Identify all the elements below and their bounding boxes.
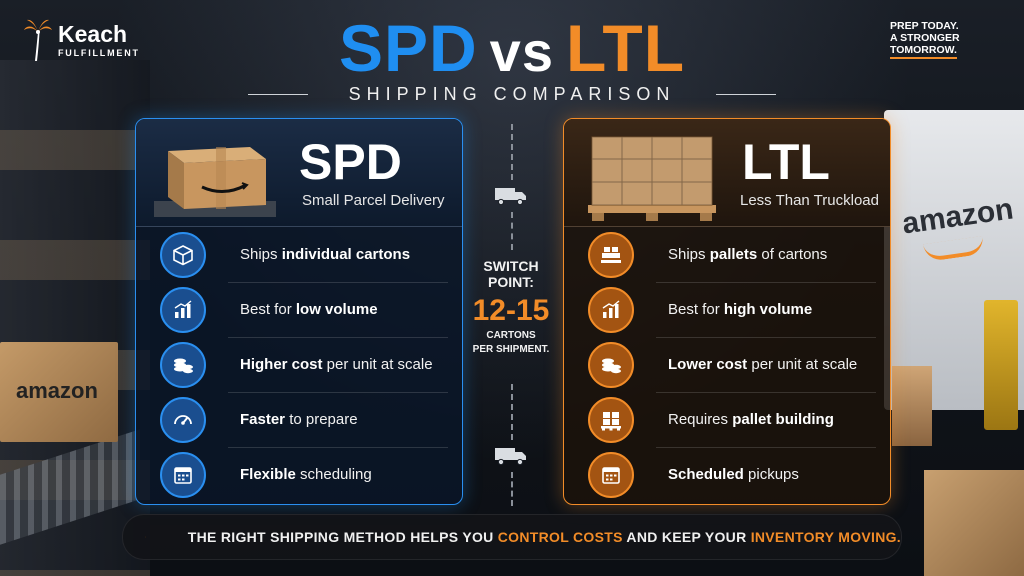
ltl-feature-list: Ships pallets of cartons Best for high v… bbox=[564, 227, 890, 502]
background-forklift bbox=[984, 300, 1018, 430]
divider-dashed-mid bbox=[511, 212, 513, 250]
brand-sub: FULFILLMENT bbox=[58, 47, 140, 58]
tagline-line-1: PREP TODAY. bbox=[890, 20, 959, 32]
switch-unit-1: CARTONS bbox=[486, 330, 536, 341]
tagline-line-3: TOMORROW. bbox=[890, 44, 957, 59]
switch-label-2: POINT: bbox=[488, 274, 534, 290]
bottom-banner: THE RIGHT SHIPPING METHOD HELPS YOU CONT… bbox=[122, 514, 902, 560]
truck-icon bbox=[495, 448, 526, 466]
tagline-line-2: A STRONGER bbox=[890, 32, 960, 44]
background-amazon-box: amazon bbox=[0, 342, 118, 442]
calendar-icon bbox=[588, 451, 634, 498]
tagline: PREP TODAY. A STRONGER TOMORROW. bbox=[890, 20, 1000, 59]
spd-abbr: SPD bbox=[299, 134, 402, 190]
ltl-panel: LTL Less Than Truckload Ships pallets of… bbox=[563, 118, 891, 505]
spd-feature-text: Faster to prepare bbox=[240, 410, 358, 428]
background-box-logo-text: amazon bbox=[16, 378, 98, 403]
spd-feature-row: Faster to prepare bbox=[136, 392, 462, 447]
spd-feature-text: Ships individual cartons bbox=[240, 245, 411, 263]
stacked-boxes-icon bbox=[588, 231, 634, 278]
subtitle-divider-right bbox=[716, 94, 776, 95]
divider-dashed-bottom bbox=[511, 472, 513, 506]
box-icon bbox=[160, 231, 206, 278]
ltl-feature-text: Ships pallets of cartons bbox=[668, 245, 828, 263]
pallet-icon bbox=[588, 396, 634, 443]
title-spd: SPD bbox=[338, 11, 478, 85]
ltl-feature-text: Requires pallet building bbox=[668, 410, 834, 428]
brand-logo: Keach FULFILLMENT bbox=[24, 18, 140, 62]
palm-tree-icon bbox=[24, 19, 52, 61]
calendar-icon bbox=[160, 451, 206, 498]
spd-full-name: Small Parcel Delivery bbox=[302, 192, 445, 209]
brand-name: Keach bbox=[58, 20, 128, 47]
ltl-feature-row: Requires pallet building bbox=[564, 392, 890, 447]
spd-feature-row: Flexible scheduling bbox=[136, 447, 462, 502]
page-subtitle: SHIPPING COMPARISON bbox=[348, 84, 676, 104]
background-trailer-logo-text: amazon bbox=[900, 192, 1016, 241]
divider-dashed-lower bbox=[511, 384, 513, 440]
spd-feature-text: Best for low volume bbox=[240, 300, 378, 318]
title-ltl: LTL bbox=[565, 11, 686, 85]
ltl-abbr: LTL bbox=[742, 134, 830, 190]
spd-feature-row: Best for low volume bbox=[136, 282, 462, 337]
background-pallet bbox=[892, 366, 932, 446]
spd-panel: SPD Small Parcel Delivery Ships individu… bbox=[135, 118, 463, 505]
spd-feature-text: Higher cost per unit at scale bbox=[240, 355, 433, 373]
banner-message: THE RIGHT SHIPPING METHOD HELPS YOU CONT… bbox=[187, 529, 901, 545]
ltl-feature-row: Best for high volume bbox=[564, 282, 890, 337]
spd-feature-text: Flexible scheduling bbox=[240, 465, 372, 483]
ltl-feature-row: Ships pallets of cartons bbox=[564, 227, 890, 282]
speedometer-icon bbox=[160, 396, 206, 443]
spd-feature-row: Ships individual cartons bbox=[136, 227, 462, 282]
ltl-feature-text: Best for high volume bbox=[668, 300, 813, 318]
ltl-panel-header: LTL Less Than Truckload bbox=[564, 119, 890, 227]
ltl-feature-row: Lower cost per unit at scale bbox=[564, 337, 890, 392]
switch-unit-2: PER SHIPMENT. bbox=[472, 344, 550, 355]
coins-icon bbox=[160, 341, 206, 388]
cardboard-box-icon bbox=[154, 147, 276, 217]
ltl-feature-row: Scheduled pickups bbox=[564, 447, 890, 502]
ltl-feature-text: Scheduled pickups bbox=[668, 465, 799, 483]
spd-feature-list: Ships individual cartons Best for low vo… bbox=[136, 227, 462, 502]
bar-chart-icon bbox=[588, 286, 634, 333]
switch-value: 12-15 bbox=[472, 294, 550, 327]
pallet-of-boxes-icon bbox=[588, 136, 716, 221]
background-box-right bbox=[924, 470, 1024, 576]
ltl-feature-text: Lower cost per unit at scale bbox=[668, 355, 858, 373]
ltl-full-name: Less Than Truckload bbox=[740, 192, 879, 209]
divider-dashed-top bbox=[511, 124, 513, 180]
spd-feature-row: Higher cost per unit at scale bbox=[136, 337, 462, 392]
spd-panel-header: SPD Small Parcel Delivery bbox=[136, 119, 462, 227]
truck-icon bbox=[495, 188, 526, 206]
switch-label-1: SWITCH bbox=[483, 258, 539, 274]
target-icon bbox=[145, 536, 146, 538]
amazon-smile-icon bbox=[923, 235, 985, 263]
page-title: SPD vs LTL bbox=[0, 14, 1024, 86]
switch-point: SWITCH POINT: 12-15 CARTONS PER SHIPMENT… bbox=[463, 258, 559, 356]
coins-icon bbox=[588, 341, 634, 388]
title-vs: vs bbox=[489, 20, 554, 83]
subtitle-divider-left bbox=[248, 94, 308, 95]
bar-chart-icon bbox=[160, 286, 206, 333]
